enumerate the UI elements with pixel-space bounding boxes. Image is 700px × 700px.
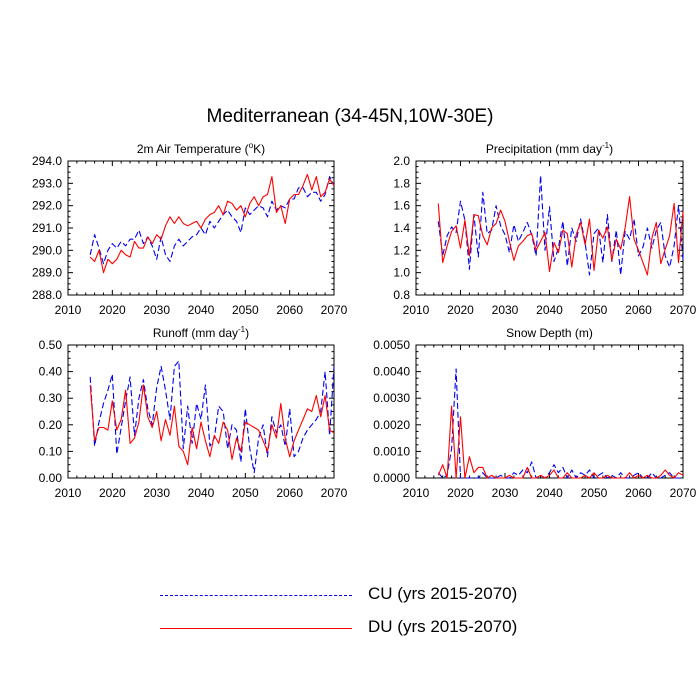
panel-precipitation: Precipitation (mm day-1) 0.8 1.0 1.2 1.4 1.6 1… <box>393 141 696 317</box>
y-tick-label: 289.0 <box>32 266 62 280</box>
panel-runoff: Runoff (mm day-1) 0.00 0.10 0.20 0.30 0.40 0.5… <box>39 325 348 500</box>
series-line-du-precipitation <box>437 196 684 276</box>
x-tick-label: 2050 <box>581 486 608 500</box>
panel-title-precipitation: Precipitation (mm day-1) <box>486 141 613 156</box>
x-tick-label: 2020 <box>99 303 126 317</box>
x-tick-label: 2050 <box>232 486 259 500</box>
x-tick-label: 2020 <box>447 486 474 500</box>
series-line-cu-snow-depth <box>437 368 683 479</box>
x-tick-label: 2020 <box>447 303 474 317</box>
x-tick-label: 2070 <box>321 303 348 317</box>
plot-frame-runoff <box>67 344 335 479</box>
y-tick-label: 294.0 <box>32 154 62 168</box>
panel-temperature: 2m Air Temperature (oK) 288.0 289.0 290.0 29… <box>32 141 348 317</box>
x-tick-label: 2070 <box>670 303 697 317</box>
y-tick-label: 0.40 <box>39 365 63 379</box>
x-tick-label: 2030 <box>492 486 519 500</box>
x-tick-label: 2010 <box>55 303 82 317</box>
y-tick-label: 293.0 <box>32 176 62 190</box>
y-tick-label: 0.0020 <box>373 418 410 432</box>
y-tick-label: 1.6 <box>393 199 410 213</box>
y-tick-label: 0.0010 <box>373 444 410 458</box>
legend-item-cu: CU (yrs 2015-2070) <box>160 584 580 608</box>
legend-item-du: DU (yrs 2015-2070) <box>160 617 580 641</box>
x-tick-label: 2060 <box>276 303 303 317</box>
x-tick-label: 2010 <box>55 486 82 500</box>
y-tick-label: 0.00 <box>39 471 63 485</box>
figure-title: Mediterranean (34-45N,10W-30E) <box>206 106 494 127</box>
legend-label-cu: CU (yrs 2015-2070) <box>368 584 518 603</box>
series-line-du-runoff <box>89 384 335 466</box>
y-tick-label: 0.0050 <box>373 338 410 352</box>
y-tick-label: 288.0 <box>32 288 62 302</box>
y-tick-label: 1.0 <box>393 266 410 280</box>
y-tick-label: 291.0 <box>32 221 62 235</box>
y-tick-label: 1.2 <box>393 243 410 257</box>
series-line-du-temperature <box>89 173 335 274</box>
x-tick-label: 2040 <box>188 303 215 317</box>
x-tick-label: 2060 <box>625 486 652 500</box>
y-tick-label: 2.0 <box>393 154 410 168</box>
x-tick-label: 2070 <box>670 486 697 500</box>
x-tick-label: 2040 <box>188 486 215 500</box>
x-tick-label: 2030 <box>492 303 519 317</box>
legend-line-cu <box>160 595 352 596</box>
y-tick-label: 0.30 <box>39 391 63 405</box>
y-tick-label: 0.8 <box>393 288 410 302</box>
x-tick-label: 2050 <box>581 303 608 317</box>
x-tick-label: 2040 <box>536 303 563 317</box>
y-tick-label: 0.0000 <box>373 471 410 485</box>
panel-title-runoff: Runoff (mm day-1) <box>153 325 249 340</box>
series-line-cu-runoff <box>89 360 335 474</box>
legend-label-du: DU (yrs 2015-2070) <box>368 617 518 636</box>
x-tick-label: 2070 <box>321 486 348 500</box>
y-tick-label: 0.50 <box>39 338 63 352</box>
series-line-du-snow-depth <box>437 405 684 479</box>
y-tick-label: 0.0030 <box>373 391 410 405</box>
y-tick-label: 290.0 <box>32 243 62 257</box>
x-tick-label: 2030 <box>143 486 170 500</box>
y-tick-label: 0.0040 <box>373 365 410 379</box>
series-line-cu-temperature <box>89 176 335 265</box>
x-tick-label: 2060 <box>625 303 652 317</box>
legend-line-du <box>160 628 352 629</box>
x-tick-label: 2010 <box>403 486 430 500</box>
x-tick-label: 2030 <box>143 303 170 317</box>
x-tick-label: 2020 <box>99 486 126 500</box>
x-tick-label: 2060 <box>276 486 303 500</box>
plot-frame-snow-depth <box>415 344 684 479</box>
x-tick-label: 2040 <box>536 486 563 500</box>
panel-title-snow-depth: Snow Depth (m) <box>506 326 593 340</box>
panel-snow-depth: Snow Depth (m) 0.0000 0.0010 0.0020 0.0030 0.… <box>373 326 696 500</box>
y-tick-label: 0.10 <box>39 444 63 458</box>
y-tick-label: 292.0 <box>32 199 62 213</box>
x-tick-label: 2050 <box>232 303 259 317</box>
y-tick-label: 1.8 <box>393 176 410 190</box>
series-line-cu-precipitation <box>437 174 684 276</box>
y-tick-label: 1.4 <box>393 221 410 235</box>
y-tick-label: 0.20 <box>39 418 63 432</box>
x-tick-label: 2010 <box>403 303 430 317</box>
panel-title-temperature: 2m Air Temperature (oK) <box>137 141 265 156</box>
